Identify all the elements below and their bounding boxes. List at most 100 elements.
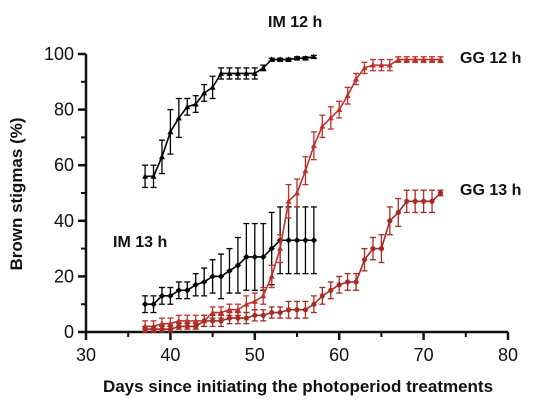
data-point	[269, 309, 275, 316]
data-point	[234, 306, 241, 313]
data-point	[429, 56, 436, 62]
data-point	[167, 292, 174, 300]
data-point	[285, 307, 292, 313]
series-line	[145, 58, 441, 328]
series-gg-13-h	[142, 189, 444, 333]
data-point	[294, 189, 300, 196]
data-point	[192, 317, 199, 324]
data-point	[429, 198, 435, 204]
data-point	[209, 273, 216, 280]
data-point	[251, 298, 258, 304]
series-label: IM 13 h	[113, 234, 167, 251]
data-point	[277, 309, 283, 316]
data-point	[260, 312, 266, 318]
data-point	[192, 100, 199, 107]
y-tick-label: 100	[44, 44, 74, 64]
data-point	[319, 123, 326, 129]
data-point	[201, 89, 208, 96]
x-tick-label: 60	[329, 345, 349, 365]
data-point	[243, 315, 249, 321]
data-point	[184, 287, 191, 294]
data-point	[193, 323, 199, 330]
data-point	[395, 56, 402, 62]
y-tick-label: 40	[54, 211, 74, 231]
data-point	[302, 307, 309, 313]
data-point	[421, 198, 427, 204]
data-point	[167, 326, 173, 332]
data-point	[176, 323, 182, 330]
data-point	[277, 245, 284, 251]
data-point	[210, 318, 216, 324]
data-point	[251, 253, 258, 261]
data-point	[150, 301, 157, 308]
data-point	[201, 318, 207, 324]
data-point	[268, 56, 275, 62]
y-tick-label: 60	[54, 155, 74, 175]
data-point	[184, 323, 190, 330]
data-point	[437, 56, 444, 62]
series-label: IM 12 h	[268, 14, 322, 31]
data-point	[218, 309, 225, 315]
data-point	[218, 318, 224, 324]
data-point	[294, 307, 300, 313]
data-point	[252, 312, 258, 318]
data-point	[293, 237, 301, 244]
data-point	[142, 173, 149, 179]
data-point	[175, 317, 182, 324]
data-point	[158, 320, 165, 327]
data-point	[412, 198, 418, 204]
data-point	[353, 279, 359, 285]
data-point	[251, 70, 258, 76]
data-point	[234, 262, 242, 269]
data-point	[243, 70, 250, 76]
data-point	[361, 257, 368, 263]
data-point	[370, 246, 376, 252]
data-point	[369, 61, 376, 68]
data-point	[404, 198, 410, 204]
data-point	[260, 292, 267, 299]
series-im-12-h	[142, 53, 317, 189]
data-point	[268, 273, 275, 279]
data-point	[243, 253, 250, 261]
series-im-13-h	[141, 206, 318, 314]
data-point	[142, 326, 148, 332]
data-point	[192, 281, 199, 288]
data-point	[285, 198, 292, 204]
data-point	[200, 278, 208, 286]
x-tick-label: 30	[76, 345, 96, 365]
data-point	[302, 237, 309, 244]
data-point	[386, 61, 393, 68]
data-point	[150, 326, 157, 332]
axes-layer: 30 40 50 60 70 80 0 20 40 60 80 100	[44, 44, 518, 365]
data-point	[159, 326, 165, 332]
x-tick-label: 80	[498, 345, 518, 365]
data-point	[285, 237, 292, 244]
data-point	[412, 56, 419, 62]
data-point	[310, 237, 318, 244]
data-point	[235, 315, 241, 321]
series-label: GG 12 h	[460, 50, 521, 67]
data-point	[302, 167, 309, 174]
data-point	[387, 218, 393, 224]
data-point	[378, 246, 384, 252]
data-point	[226, 70, 233, 76]
data-point	[285, 56, 292, 62]
data-point	[209, 84, 216, 90]
x-tick-label: 40	[160, 345, 180, 365]
data-point	[378, 61, 385, 68]
data-point	[184, 317, 191, 324]
y-tick-label: 80	[54, 100, 74, 120]
data-point	[344, 92, 351, 99]
data-point	[294, 54, 300, 61]
data-point	[420, 56, 427, 62]
data-point	[336, 106, 343, 112]
x-tick-label: 50	[245, 345, 265, 365]
data-point	[158, 153, 165, 160]
data-point	[167, 128, 174, 135]
y-tick-label: 0	[64, 322, 74, 342]
data-point	[310, 142, 317, 149]
data-point	[141, 301, 149, 308]
data-point	[150, 173, 157, 179]
data-point	[209, 309, 216, 315]
